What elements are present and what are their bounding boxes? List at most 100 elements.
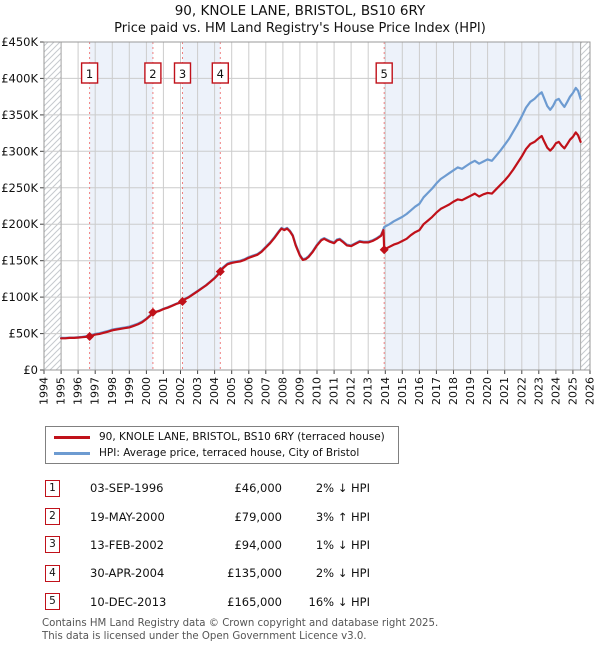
x-axis-label: 2018 (447, 377, 460, 405)
y-axis-label: £250K (1, 181, 38, 195)
y-axis-label: £300K (1, 144, 38, 158)
sale-hpi-delta: 2% ↓ HPI (315, 481, 370, 496)
x-axis-label: 2021 (498, 377, 511, 405)
licence-line-2: This data is licensed under the Open Gov… (42, 630, 367, 642)
sale-marker-diamond (85, 332, 95, 341)
sale-hpi-delta: 3% ↑ HPI (315, 509, 370, 524)
sale-date: 10-DEC-2013 (90, 594, 167, 609)
x-axis-label: 2025 (566, 377, 579, 405)
x-axis-label: 2008 (276, 377, 289, 405)
x-axis-label: 2012 (345, 377, 358, 405)
ownership-period-shading (384, 42, 581, 370)
sale-date: 13-FEB-2002 (90, 537, 164, 552)
sale-number-chart-badge (144, 62, 162, 84)
sale-marker-diamond (148, 307, 158, 317)
licence-footer: Contains HM Land Registry data © Crown c… (42, 618, 438, 643)
hpi-legend-label: HPI: Average price, terraced house, City… (99, 447, 360, 459)
sale-marker-diamond (178, 297, 187, 306)
hpi-line-swatch (54, 451, 90, 455)
sale-number-chart-badge (211, 62, 230, 84)
sale-number-badge: 5 (45, 593, 60, 611)
x-axis-label: 1995 (55, 377, 68, 405)
y-axis-label: £150K (1, 254, 38, 268)
x-axis-label: 2020 (481, 377, 494, 405)
y-axis-label: £100K (1, 290, 38, 304)
transaction-table: 1 03-SEP-1996 £46,000 2% ↓ HPI 2 19-MAY-… (45, 474, 370, 616)
sale-number-badge: 4 (45, 564, 60, 582)
table-row: 5 10-DEC-2013 £165,000 16% ↓ HPI (45, 588, 370, 616)
x-axis-label: 2022 (515, 377, 528, 405)
sale-price: £79,000 (234, 509, 282, 524)
x-axis-label: 2009 (293, 377, 306, 405)
y-axis-label: £200K (1, 217, 38, 231)
sale-number-chart-label: 3 (179, 67, 186, 81)
y-axis-label: £50K (9, 327, 39, 341)
property-line-swatch (54, 435, 90, 439)
x-axis-label: 2019 (464, 377, 477, 405)
y-axis-label: £400K (1, 71, 38, 85)
x-axis-label: 2013 (362, 377, 375, 405)
sale-price: £135,000 (227, 566, 282, 581)
ownership-period-shading (182, 42, 221, 370)
legend-row-hpi: HPI: Average price, terraced house, City… (46, 446, 398, 461)
x-axis-label: 2001 (157, 377, 170, 405)
sale-number-badge: 2 (45, 508, 60, 526)
table-row: 1 03-SEP-1996 £46,000 2% ↓ HPI (45, 474, 370, 502)
x-axis-label: 2024 (549, 377, 562, 405)
sale-price: £165,000 (227, 594, 282, 609)
legend-row-property: 90, KNOLE LANE, BRISTOL, BS10 6RY (terra… (46, 430, 398, 445)
table-row: 4 30-APR-2004 £135,000 2% ↓ HPI (45, 559, 370, 587)
x-axis-label: 2017 (430, 377, 443, 405)
x-axis-label: 2015 (396, 377, 409, 405)
sale-number-badge: 1 (45, 479, 60, 497)
sale-number-badge: 3 (45, 536, 60, 554)
sale-hpi-delta: 2% ↓ HPI (315, 566, 370, 581)
ownership-period-shading (89, 42, 153, 370)
plot-border (43, 41, 591, 371)
sale-price: £94,000 (234, 537, 282, 552)
x-axis-label: 1996 (72, 377, 85, 405)
x-axis-label: 2026 (584, 377, 597, 405)
table-row: 3 13-FEB-2002 £94,000 1% ↓ HPI (45, 531, 370, 559)
sale-number-chart-label: 5 (381, 67, 388, 81)
x-axis-label: 2010 (311, 377, 324, 405)
sale-hpi-delta: 1% ↓ HPI (315, 537, 370, 552)
y-axis-label: £0 (23, 363, 38, 377)
sale-date: 03-SEP-1996 (90, 481, 164, 496)
sale-number-chart-badge (173, 62, 192, 84)
sale-number-chart-badge (80, 62, 99, 84)
sale-number-chart-label: 1 (86, 67, 93, 81)
x-axis-label: 2002 (174, 377, 187, 405)
x-axis-label: 2004 (208, 377, 221, 405)
price-chart: 1994 1995 1996 1997 1998 1999 2000 2001 2002 2003… (1, 35, 597, 405)
no-data-hatch (44, 42, 62, 370)
sale-date: 30-APR-2004 (90, 566, 165, 581)
x-axis-label: 2016 (413, 377, 426, 405)
y-axis-label: £350K (1, 108, 38, 122)
licence-line-1: Contains HM Land Registry data © Crown c… (42, 618, 439, 629)
x-axis-label: 2006 (242, 377, 255, 405)
sale-number-chart-label: 4 (217, 67, 224, 81)
property-legend-label: 90, KNOLE LANE, BRISTOL, BS10 6RY (terra… (99, 431, 385, 443)
sale-date: 19-MAY-2000 (90, 509, 165, 524)
sale-number-chart-label: 2 (149, 67, 156, 81)
table-row: 2 19-MAY-2000 £79,000 3% ↑ HPI (45, 502, 370, 530)
x-axis-label: 2007 (259, 377, 272, 405)
x-axis-label: 1997 (89, 377, 102, 405)
x-axis-label: 2003 (191, 377, 204, 405)
sale-marker-diamond (379, 245, 389, 255)
no-data-hatch (580, 42, 590, 370)
x-axis-label: 1999 (123, 377, 136, 405)
page-subtitle: Price paid vs. HM Land Registry's House … (114, 21, 486, 36)
sale-marker-diamond (215, 267, 225, 277)
sale-hpi-delta: 16% ↓ HPI (308, 594, 370, 609)
x-axis-label: 1994 (38, 377, 51, 405)
x-axis-label: 1998 (106, 377, 119, 405)
page-title: 90, KNOLE LANE, BRISTOL, BS10 6RY (174, 3, 426, 19)
x-axis-label: 2005 (225, 377, 238, 405)
sale-price: £46,000 (234, 481, 282, 496)
y-axis-label: £450K (1, 35, 38, 49)
chart-legend: 90, KNOLE LANE, BRISTOL, BS10 6RY (terra… (45, 426, 399, 464)
x-axis-label: 2014 (379, 377, 392, 405)
